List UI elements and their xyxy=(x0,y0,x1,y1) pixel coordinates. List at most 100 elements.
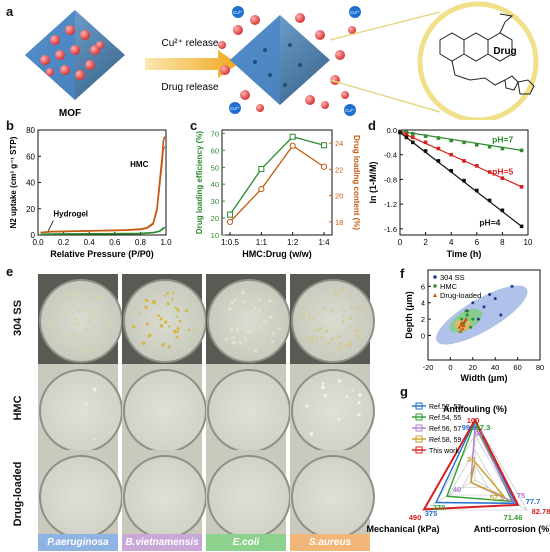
data-point xyxy=(482,305,486,309)
colony xyxy=(324,329,329,334)
data-point xyxy=(436,136,441,140)
data-point xyxy=(411,135,415,140)
x-tick-label: 1:2 xyxy=(287,238,299,247)
colony xyxy=(193,327,196,330)
colony xyxy=(89,310,93,314)
data-point xyxy=(461,323,466,328)
panel-a-schematic: MOF Cu²⁺ release Drug release Drug Cu²⁺ … xyxy=(25,1,539,120)
data-point xyxy=(476,317,480,321)
colony xyxy=(310,339,314,343)
colony xyxy=(338,345,342,349)
petri-dish xyxy=(123,369,207,453)
colony xyxy=(166,302,170,306)
legend-label: Ref.54, 55 xyxy=(429,415,461,422)
legend-marker xyxy=(415,446,423,454)
colony xyxy=(305,404,309,408)
colony xyxy=(233,340,237,344)
colony xyxy=(235,326,239,330)
colonies xyxy=(132,291,196,349)
colonies xyxy=(224,291,282,353)
colony xyxy=(321,382,325,385)
data-point xyxy=(404,135,409,140)
radar-value-label: 100 xyxy=(467,416,480,425)
colony xyxy=(271,331,276,336)
colony xyxy=(233,298,237,301)
colony xyxy=(271,340,274,344)
colonies xyxy=(48,290,113,354)
colony xyxy=(171,298,174,301)
colony xyxy=(361,308,364,312)
y-tick-label-left: 30 xyxy=(211,197,219,206)
radar-series xyxy=(445,419,514,503)
colony xyxy=(349,316,353,320)
colony xyxy=(93,346,98,351)
y-axis-label: ln (1-M/M) xyxy=(368,162,378,204)
x-axis-label: Relative Pressure (P/P0) xyxy=(50,249,154,259)
x-tick-label: 0.8 xyxy=(135,238,147,247)
colony xyxy=(144,298,148,302)
data-point xyxy=(449,138,453,143)
series-line-hydrogel xyxy=(40,226,166,235)
colony xyxy=(359,320,363,323)
cu-ion-label: Cu²⁺ xyxy=(230,106,240,111)
content-point xyxy=(320,163,328,170)
colony xyxy=(56,319,59,322)
data-point xyxy=(462,318,467,323)
x-tick-label: 40 xyxy=(491,363,499,372)
colony xyxy=(141,341,146,346)
colony xyxy=(62,311,66,316)
y-tick-label: 60 xyxy=(26,152,35,161)
series-label: pH=5 xyxy=(492,166,513,176)
colony xyxy=(152,300,156,305)
colony xyxy=(70,290,75,294)
petri-dish xyxy=(291,455,375,539)
colony xyxy=(67,293,71,297)
series-line-efficiency xyxy=(229,136,325,216)
release-arrow xyxy=(145,50,238,78)
petri-dish xyxy=(291,369,375,453)
colony xyxy=(338,289,342,292)
colony xyxy=(266,324,269,327)
colony xyxy=(244,311,247,314)
colony xyxy=(356,333,361,338)
legend-marker xyxy=(415,435,423,443)
colony xyxy=(357,412,361,417)
colony xyxy=(83,347,86,350)
y-tick-label-right: 24 xyxy=(335,139,343,148)
data-point xyxy=(469,325,473,329)
fit-line-0 xyxy=(399,130,522,151)
colony xyxy=(164,294,166,297)
data-point xyxy=(500,146,505,151)
panel-label-g: g xyxy=(400,384,408,399)
series-label-hmc: HMC xyxy=(130,160,148,169)
petri-dish xyxy=(291,279,375,363)
y-tick-label: -1.6 xyxy=(384,225,397,234)
y-tick-label: 0 xyxy=(421,331,425,340)
series-label: pH=4 xyxy=(479,218,500,228)
mof-octahedron xyxy=(25,10,125,100)
colony xyxy=(330,320,333,323)
colony xyxy=(83,349,88,354)
data-point xyxy=(500,176,505,180)
x-tick-label: 2 xyxy=(423,238,428,247)
colony xyxy=(78,292,82,297)
data-point xyxy=(458,329,463,333)
data-point xyxy=(462,159,466,163)
colony xyxy=(321,335,324,339)
radar-series xyxy=(470,423,516,504)
colony xyxy=(342,310,346,313)
colony xyxy=(101,314,105,318)
colony xyxy=(242,336,245,339)
x-tick-label: 0.6 xyxy=(109,238,121,247)
colony xyxy=(265,321,268,324)
panel-label-f: f xyxy=(400,266,405,281)
colony xyxy=(161,342,165,347)
colony xyxy=(248,330,253,334)
colony xyxy=(58,298,62,301)
data-point xyxy=(464,309,468,313)
y-tick-label-left: 40 xyxy=(211,180,219,189)
colony xyxy=(248,347,251,350)
colony xyxy=(312,317,315,320)
data-point xyxy=(411,140,415,145)
colony xyxy=(341,320,345,323)
